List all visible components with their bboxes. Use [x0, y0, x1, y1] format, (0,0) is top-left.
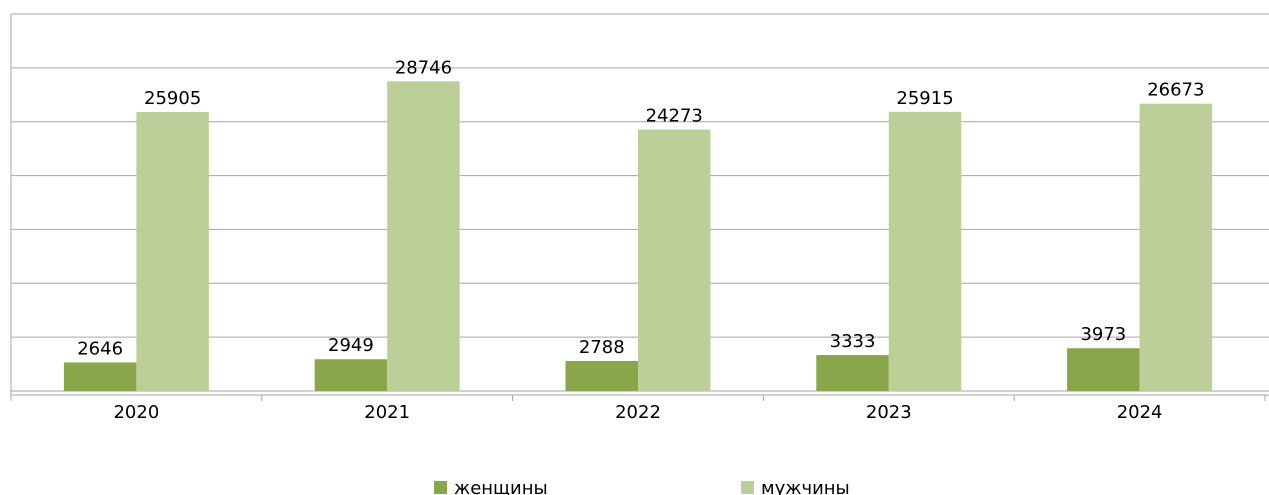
- x-tick-label: 2023: [866, 402, 912, 423]
- bar: [314, 359, 388, 391]
- bar: [888, 111, 962, 391]
- data-label: 25905: [144, 88, 201, 109]
- x-tick-label: 2021: [364, 402, 410, 423]
- bar: [816, 355, 889, 391]
- data-label: 2788: [579, 337, 625, 358]
- bar: [136, 111, 209, 392]
- bar: [638, 129, 711, 392]
- data-label: 3333: [830, 331, 876, 352]
- data-label: 3973: [1080, 324, 1126, 345]
- x-tick-label: 2022: [615, 402, 661, 423]
- legend-label: женщины: [454, 478, 548, 495]
- x-tick-label: 2020: [113, 402, 159, 423]
- data-label: 25915: [896, 88, 953, 109]
- data-label: 2949: [328, 335, 374, 356]
- legend-swatch: [434, 481, 447, 494]
- data-label: 24273: [646, 106, 703, 127]
- bar: [1139, 103, 1213, 391]
- legend-label: мужчины: [761, 478, 850, 495]
- bar: [565, 360, 638, 391]
- data-label: 28746: [395, 57, 452, 78]
- legend-swatch: [741, 481, 754, 494]
- x-tick-label: 2024: [1117, 402, 1163, 423]
- data-label: 26673: [1147, 80, 1204, 101]
- bar: [63, 362, 137, 391]
- bar: [387, 81, 460, 392]
- bar: [1067, 348, 1140, 391]
- data-label: 2646: [77, 338, 123, 359]
